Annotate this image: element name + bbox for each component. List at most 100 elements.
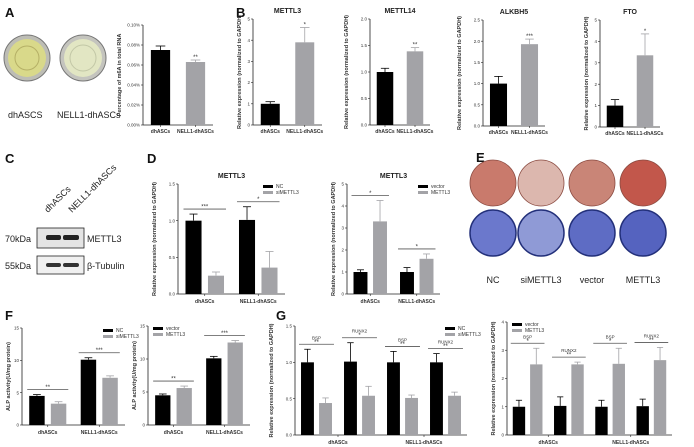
significance-marker: * [644, 29, 647, 35]
dish-label: vector [580, 275, 605, 285]
bar [376, 72, 394, 125]
y-tick-label: 4 [247, 38, 250, 43]
y-axis-label: Relative expression (normalized to GAPDH… [584, 16, 590, 130]
y-tick-label: 1.0 [361, 70, 368, 75]
bar [530, 364, 543, 435]
legend-swatch [263, 185, 273, 188]
chart-g1: 0.0 0.5 1.0 1.5 Relative expression (normali… [269, 323, 481, 446]
significance-marker: * [304, 22, 307, 28]
x-tick-label: NELL1-dhASCs [177, 129, 214, 135]
legend-swatch [153, 327, 163, 330]
bar [606, 105, 624, 127]
bar [387, 362, 400, 435]
y-tick-label: 5 [16, 390, 19, 395]
significance-marker: * [526, 339, 529, 345]
significance-marker: * [358, 333, 361, 339]
legend-swatch [418, 191, 428, 194]
legend-swatch [445, 327, 455, 330]
legend-label: vector [525, 322, 539, 328]
x-tick-label: dhASCs [164, 430, 184, 436]
y-tick-label: 1 [247, 101, 250, 106]
x-tick-label: NELL1-dhASCs [286, 129, 323, 135]
legend-label: siMETTL3 [116, 334, 139, 340]
y-tick-label: 2 [247, 80, 250, 85]
bar [185, 220, 202, 294]
legend-swatch [445, 333, 455, 336]
y-tick-label: 1 [501, 404, 504, 409]
y-tick-label: 10 [14, 358, 20, 363]
y-tick-label: 0 [142, 423, 145, 428]
bar [636, 406, 649, 435]
y-tick-label: 1.5 [286, 324, 293, 329]
y-tick-label: 3 [594, 60, 597, 65]
chart-title: ALKBH5 [500, 9, 528, 16]
significance-marker: ** [400, 342, 405, 348]
dish-label: siMETTL3 [520, 275, 561, 285]
gene-label: RUNX2 [352, 329, 368, 334]
y-tick-label: 1.5 [361, 43, 368, 48]
y-axis-label: Relative expression (normalized to GAPDH… [344, 15, 350, 129]
chart-b3: 0.0 0.5 1.0 1.5 2.0 2.5 ALKBH5 Relative express… [457, 9, 548, 136]
y-axis-label: Percentage of m6A in total RNA [117, 34, 123, 117]
significance-marker: * [609, 339, 612, 345]
bar [512, 406, 526, 435]
bar [612, 363, 625, 435]
bar [595, 406, 608, 435]
bar [227, 342, 243, 425]
y-tick-label: 0.0 [361, 123, 368, 128]
significance-marker: *** [221, 331, 229, 337]
panel-label-f: F [5, 308, 13, 323]
y-tick-label: 1 [594, 103, 597, 108]
legend-label: METTL3 [525, 328, 544, 334]
x-tick-label: NELL1-dhASCs [206, 430, 243, 436]
significance-marker: * [416, 244, 419, 250]
dish-label: NC [487, 275, 500, 285]
x-tick-label: NELL1-dhASCs [81, 430, 118, 436]
legend-swatch [103, 335, 113, 338]
x-tick-label: NELL1-dhASCs [406, 440, 443, 446]
legend-label: METTL3 [431, 190, 450, 196]
y-tick-label: 10 [140, 357, 146, 362]
y-tick-label: 0.5 [474, 102, 481, 107]
chart-title: METTL14 [384, 8, 415, 15]
y-tick-label: 0.08% [127, 43, 140, 48]
lane-label-nell1: NELL1-dhASCs [66, 162, 118, 214]
y-tick-label: 2.0 [474, 39, 481, 44]
y-axis-label: Relative expression (normalized to GAPDH… [237, 15, 243, 129]
bar [489, 83, 508, 126]
significance-marker: *** [201, 205, 209, 211]
mw-55kda: 55kDa [5, 261, 31, 271]
band-label-mettl3: METTL3 [87, 234, 122, 244]
legend-swatch [263, 191, 273, 194]
y-tick-label: 2.5 [474, 18, 481, 23]
legend-label: NC [458, 326, 466, 332]
y-tick-label: 0 [341, 292, 344, 297]
y-tick-label: 4 [501, 320, 504, 325]
bar [102, 377, 118, 425]
y-axis-label: Relative expression (normalized to GAPDH… [152, 182, 158, 296]
chart-d1: 0.0 0.5 1.0 1.5 METTL3 Relative expression (n… [152, 173, 299, 305]
y-tick-label: 1.5 [474, 60, 481, 65]
x-tick-label: dhASCs [375, 129, 395, 135]
legend-label: METTL3 [166, 332, 185, 338]
y-tick-label: 1.0 [286, 360, 293, 365]
significance-marker: ** [649, 338, 654, 344]
bar [185, 62, 206, 125]
significance-marker: ** [193, 55, 198, 61]
x-tick-label: dhASCs [489, 130, 509, 136]
y-tick-label: 2.0 [361, 17, 368, 22]
chart-b1: 0 1 2 3 4 5 METTL3 Relative expression (normali… [237, 8, 323, 135]
bar [176, 388, 192, 425]
bar [261, 267, 278, 294]
alizarin-red-dish [517, 159, 565, 207]
bar [207, 275, 225, 294]
dish-label-dhascs: dhASCS [8, 110, 43, 120]
bar [448, 395, 461, 435]
bar [419, 258, 434, 294]
x-tick-label: dhASCs [261, 129, 281, 135]
x-tick-label: NELL1-dhASCs [612, 440, 649, 446]
band-label-tubulin: β-Tubulin [87, 261, 124, 271]
legend-swatch [103, 329, 113, 332]
x-tick-label: dhASCs [38, 430, 58, 436]
y-axis-label: Relative expression (normalized to GAPDH… [491, 321, 497, 435]
